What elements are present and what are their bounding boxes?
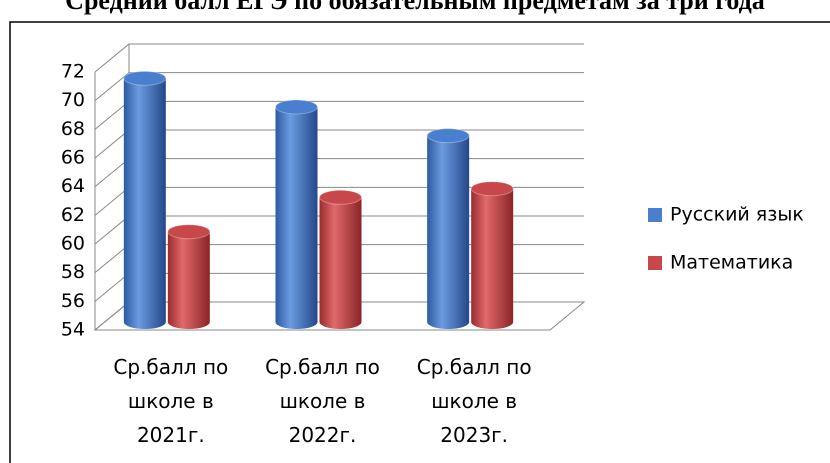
chart-title: Средний балл ЕГЭ по обязательным предмет… xyxy=(65,0,765,15)
cylinder xyxy=(471,188,514,329)
legend-swatch xyxy=(648,208,662,222)
legend-label: Русский язык xyxy=(670,204,804,226)
cylinder-top xyxy=(167,224,211,240)
cylinder-top xyxy=(426,128,470,144)
x-tick-label: Ср.балл по школе в 2023г. xyxy=(416,355,532,447)
cylinder-top xyxy=(275,99,318,115)
x-tick-label: Ср.балл по школе в 2021г. xyxy=(113,355,229,447)
y-tick-label: 62 xyxy=(61,204,85,226)
y-tick-label: 60 xyxy=(61,233,85,255)
grid-line xyxy=(94,72,584,102)
grid-line xyxy=(94,100,584,130)
y-tick-label: 54 xyxy=(61,319,85,341)
y-tick-label: 66 xyxy=(61,147,85,169)
grid-line xyxy=(94,129,584,159)
legend-label: Математика xyxy=(670,252,793,274)
cylinder xyxy=(167,231,210,330)
y-tick-label: 72 xyxy=(61,61,85,83)
y-tick-label: 70 xyxy=(61,89,85,111)
x-tick-label: Ср.балл по школе в 2022г. xyxy=(265,355,380,447)
y-tick-label: 68 xyxy=(61,118,85,140)
y-tick-label: 56 xyxy=(61,290,85,312)
cylinder-top xyxy=(319,189,362,205)
cylinder xyxy=(319,197,362,330)
y-tick-label: 64 xyxy=(61,175,85,197)
chart-border xyxy=(9,21,830,463)
cylinder xyxy=(427,135,470,330)
cylinder xyxy=(123,78,166,329)
cylinder xyxy=(275,107,318,330)
grid-line xyxy=(94,158,584,188)
legend-swatch xyxy=(648,256,662,270)
cylinder-top xyxy=(470,181,514,197)
y-tick-label: 58 xyxy=(61,261,85,283)
grid-line xyxy=(94,43,584,73)
cylinder-top xyxy=(123,70,167,86)
